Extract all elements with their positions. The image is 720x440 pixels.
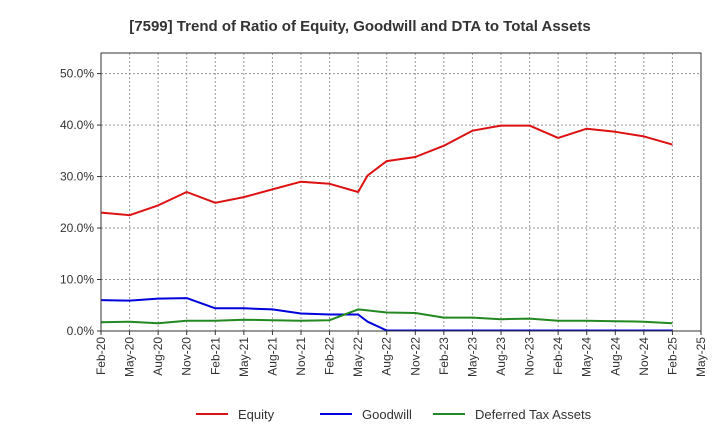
x-tick-label: Feb-22 [323,337,337,375]
x-tick-label: Feb-20 [94,337,108,375]
x-tick-label: Nov-24 [637,337,651,376]
x-tick-label: Feb-21 [208,337,222,375]
legend: Equity Goodwill Deferred Tax Assets [196,407,592,422]
series-line-equity [100,124,673,217]
grid-lines [100,53,702,332]
x-tick-label: Aug-21 [265,337,279,376]
x-tick-label: May-25 [694,337,708,377]
y-tick-label: 0.0% [67,324,95,338]
legend-label: Equity [238,407,275,422]
plot-area [100,52,702,332]
y-axis-ticks: 0.0% 10.0% 20.0% 30.0% 40.0% 50.0% [60,67,101,338]
legend-label: Goodwill [362,407,412,422]
y-tick-label: 30.0% [60,170,94,184]
x-tick-label: Feb-25 [665,337,679,375]
x-tick-label: Nov-22 [408,337,422,376]
x-tick-label: Aug-23 [494,337,508,376]
x-tick-label: Aug-20 [151,337,165,376]
y-tick-label: 20.0% [60,221,94,235]
x-tick-label: May-20 [123,337,137,377]
x-tick-label: Feb-24 [551,337,565,375]
x-axis-ticks: Feb-20 May-20 Aug-20 Nov-20 Feb-21 May-21 Aug-… [94,331,708,377]
x-tick-label: Nov-23 [523,337,537,376]
x-tick-label: May-21 [237,337,251,377]
x-tick-label: Feb-23 [437,337,451,375]
y-tick-label: 10.0% [60,273,94,287]
chart-title: [7599] Trend of Ratio of Equity, Goodwil… [129,18,590,35]
x-tick-label: Aug-22 [380,337,394,376]
x-tick-label: Nov-20 [180,337,194,376]
y-tick-label: 50.0% [60,67,94,81]
x-tick-label: Nov-21 [294,337,308,376]
x-tick-label: May-23 [465,337,479,377]
x-tick-label: May-22 [351,337,365,377]
series-line-deferred-tax-assets [100,308,673,325]
y-tick-label: 40.0% [60,118,94,132]
legend-label: Deferred Tax Assets [475,407,592,422]
x-tick-label: May-24 [580,337,594,377]
x-tick-label: Aug-24 [608,337,622,376]
